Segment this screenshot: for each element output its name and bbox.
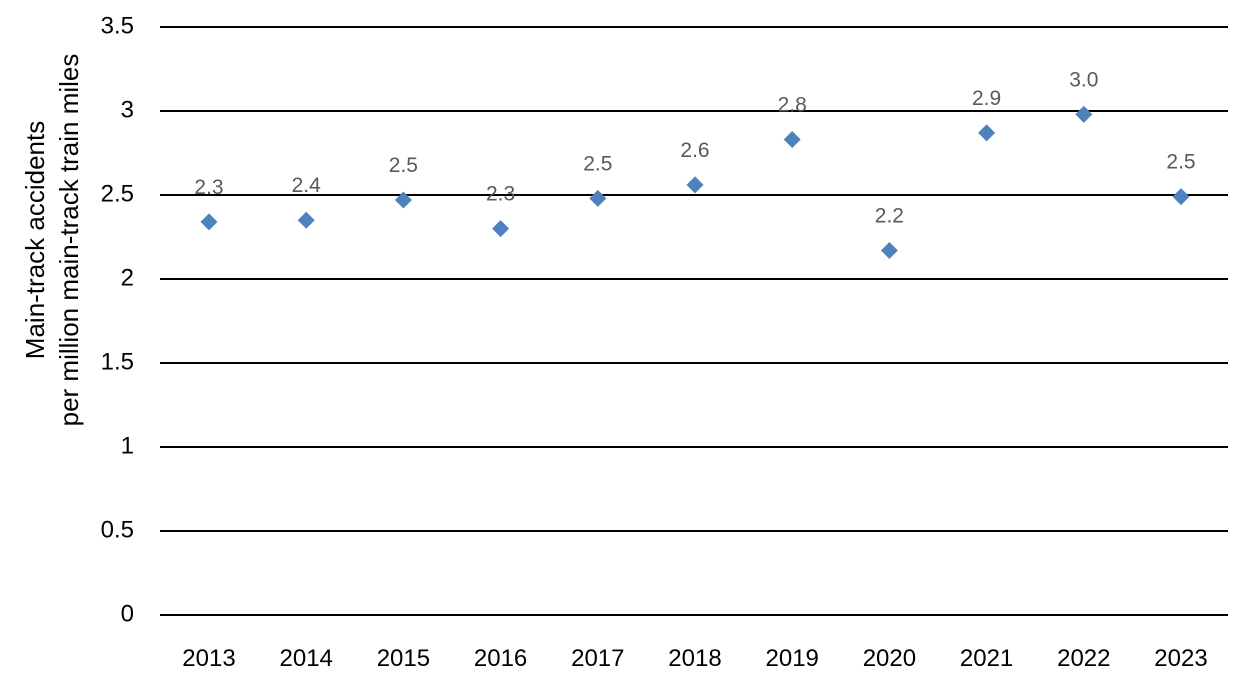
y-tick-label: 1.5 — [101, 348, 134, 375]
data-point — [394, 191, 412, 209]
data-point — [686, 176, 704, 194]
y-tick-label: 0 — [121, 600, 134, 627]
data-label: 2.8 — [778, 94, 807, 117]
data-label: 3.0 — [1069, 68, 1098, 91]
x-tick-labels: 2013 2014 2015 2016 2017 2018 2019 2020 2021 2022… — [182, 645, 1207, 672]
y-tick-labels: 0 0.5 1 1.5 2 2.5 3 3.5 — [101, 12, 134, 627]
data-points — [200, 105, 1190, 259]
data-label: 2.5 — [389, 154, 418, 177]
data-labels: 2.3 2.4 2.5 2.3 2.5 2.6 2.8 2.2 2.9 3.0 2.5 — [194, 68, 1195, 227]
y-tick-label: 2.5 — [101, 180, 134, 207]
data-point — [297, 211, 315, 229]
y-tick-label: 1 — [121, 432, 134, 459]
data-label: 2.4 — [292, 174, 322, 197]
data-label: 2.3 — [486, 183, 515, 206]
x-tick-label: 2020 — [863, 645, 916, 672]
data-label: 2.5 — [583, 152, 612, 175]
data-label: 2.3 — [194, 176, 223, 199]
x-tick-label: 2021 — [960, 645, 1013, 672]
y-tick-label: 3.5 — [101, 12, 134, 39]
data-point — [978, 124, 996, 142]
data-label: 2.6 — [680, 139, 709, 162]
y-axis-label-line-1: Main-track accidents — [20, 121, 50, 359]
y-tick-label: 0.5 — [101, 516, 134, 543]
data-label: 2.9 — [972, 87, 1001, 110]
data-point — [589, 189, 607, 207]
data-point — [492, 220, 510, 238]
data-label: 2.5 — [1166, 151, 1195, 174]
data-point — [1075, 105, 1093, 123]
data-label: 2.2 — [875, 204, 904, 227]
x-tick-label: 2015 — [377, 645, 430, 672]
y-tick-label: 2 — [121, 264, 134, 291]
x-tick-label: 2016 — [474, 645, 527, 672]
data-point — [880, 241, 898, 259]
y-tick-label: 3 — [121, 96, 134, 123]
x-tick-label: 2018 — [668, 645, 721, 672]
y-axis-label-line-2: per million main-track train miles — [54, 54, 84, 427]
x-tick-label: 2022 — [1057, 645, 1110, 672]
x-tick-label: 2013 — [182, 645, 235, 672]
data-point — [783, 131, 801, 149]
x-tick-label: 2023 — [1154, 645, 1207, 672]
data-point — [200, 213, 218, 231]
x-tick-label: 2017 — [571, 645, 624, 672]
gridlines — [160, 26, 1228, 616]
y-axis-label: Main-track accidents per million main-tr… — [20, 54, 84, 427]
x-tick-label: 2014 — [280, 645, 333, 672]
data-point — [1172, 188, 1190, 206]
x-tick-label: 2019 — [766, 645, 819, 672]
